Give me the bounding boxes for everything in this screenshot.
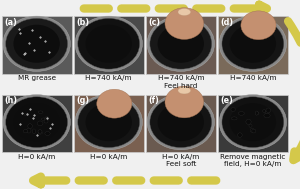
Ellipse shape bbox=[45, 132, 50, 136]
Text: (d): (d) bbox=[220, 18, 234, 27]
Ellipse shape bbox=[231, 108, 235, 112]
Text: (b): (b) bbox=[76, 18, 89, 27]
Ellipse shape bbox=[38, 111, 43, 113]
Ellipse shape bbox=[238, 133, 242, 137]
Ellipse shape bbox=[85, 103, 132, 141]
Ellipse shape bbox=[222, 97, 284, 148]
Text: H=740 kA/m
Feel hard: H=740 kA/m Feel hard bbox=[158, 75, 204, 89]
Ellipse shape bbox=[75, 94, 142, 150]
FancyBboxPatch shape bbox=[146, 94, 216, 152]
Ellipse shape bbox=[85, 25, 132, 63]
Text: Remove magnetic
field, H=0 kA/m: Remove magnetic field, H=0 kA/m bbox=[220, 154, 286, 167]
FancyBboxPatch shape bbox=[2, 94, 72, 152]
Ellipse shape bbox=[28, 124, 32, 129]
Ellipse shape bbox=[38, 132, 42, 134]
Text: (a): (a) bbox=[4, 18, 17, 27]
Ellipse shape bbox=[6, 18, 68, 69]
Ellipse shape bbox=[147, 94, 214, 150]
Ellipse shape bbox=[24, 113, 29, 116]
Ellipse shape bbox=[230, 25, 276, 63]
Text: (c): (c) bbox=[148, 18, 160, 27]
Ellipse shape bbox=[165, 8, 204, 40]
Ellipse shape bbox=[250, 128, 254, 132]
Ellipse shape bbox=[45, 117, 49, 121]
Text: (e): (e) bbox=[220, 96, 233, 105]
Text: H=0 kA/m: H=0 kA/m bbox=[90, 154, 127, 160]
Ellipse shape bbox=[97, 89, 132, 118]
Ellipse shape bbox=[6, 97, 68, 148]
Ellipse shape bbox=[262, 110, 266, 112]
Ellipse shape bbox=[78, 97, 140, 148]
Ellipse shape bbox=[150, 97, 212, 148]
Ellipse shape bbox=[255, 111, 258, 115]
Ellipse shape bbox=[165, 86, 204, 118]
Ellipse shape bbox=[75, 16, 142, 71]
Ellipse shape bbox=[78, 18, 140, 69]
Ellipse shape bbox=[45, 118, 48, 121]
Ellipse shape bbox=[3, 16, 70, 71]
Text: (f): (f) bbox=[148, 96, 159, 105]
Ellipse shape bbox=[23, 129, 28, 133]
Ellipse shape bbox=[41, 118, 46, 120]
Text: H=740 kA/m: H=740 kA/m bbox=[85, 75, 132, 81]
Ellipse shape bbox=[219, 16, 286, 71]
Ellipse shape bbox=[219, 94, 286, 150]
Ellipse shape bbox=[3, 94, 70, 150]
Ellipse shape bbox=[44, 119, 48, 123]
Ellipse shape bbox=[265, 111, 269, 114]
Ellipse shape bbox=[231, 117, 237, 120]
Ellipse shape bbox=[252, 129, 256, 133]
Ellipse shape bbox=[230, 103, 276, 141]
Ellipse shape bbox=[266, 108, 271, 112]
Ellipse shape bbox=[222, 18, 284, 69]
Ellipse shape bbox=[264, 113, 270, 118]
Ellipse shape bbox=[178, 9, 190, 15]
FancyBboxPatch shape bbox=[74, 94, 144, 152]
Ellipse shape bbox=[158, 103, 204, 141]
Ellipse shape bbox=[150, 18, 212, 69]
FancyBboxPatch shape bbox=[218, 94, 288, 152]
Ellipse shape bbox=[246, 119, 251, 124]
Text: (g): (g) bbox=[76, 96, 89, 105]
Ellipse shape bbox=[38, 130, 42, 133]
Ellipse shape bbox=[32, 129, 36, 134]
Text: (h): (h) bbox=[4, 96, 17, 105]
Text: H=0 kA/m: H=0 kA/m bbox=[18, 154, 55, 160]
Text: MR grease: MR grease bbox=[18, 75, 56, 81]
Ellipse shape bbox=[158, 25, 204, 63]
Ellipse shape bbox=[238, 112, 244, 115]
Ellipse shape bbox=[255, 112, 259, 115]
FancyBboxPatch shape bbox=[146, 16, 216, 74]
FancyBboxPatch shape bbox=[2, 16, 72, 74]
Text: H=0 kA/m
Feel soft: H=0 kA/m Feel soft bbox=[162, 154, 200, 167]
FancyBboxPatch shape bbox=[74, 16, 144, 74]
Ellipse shape bbox=[14, 103, 60, 141]
Ellipse shape bbox=[27, 128, 31, 133]
FancyBboxPatch shape bbox=[218, 16, 288, 74]
Ellipse shape bbox=[249, 124, 252, 127]
Ellipse shape bbox=[147, 16, 214, 71]
Text: H=740 kA/m: H=740 kA/m bbox=[230, 75, 276, 81]
Ellipse shape bbox=[14, 25, 60, 63]
Ellipse shape bbox=[241, 11, 276, 40]
Ellipse shape bbox=[178, 87, 190, 94]
Ellipse shape bbox=[37, 121, 43, 126]
